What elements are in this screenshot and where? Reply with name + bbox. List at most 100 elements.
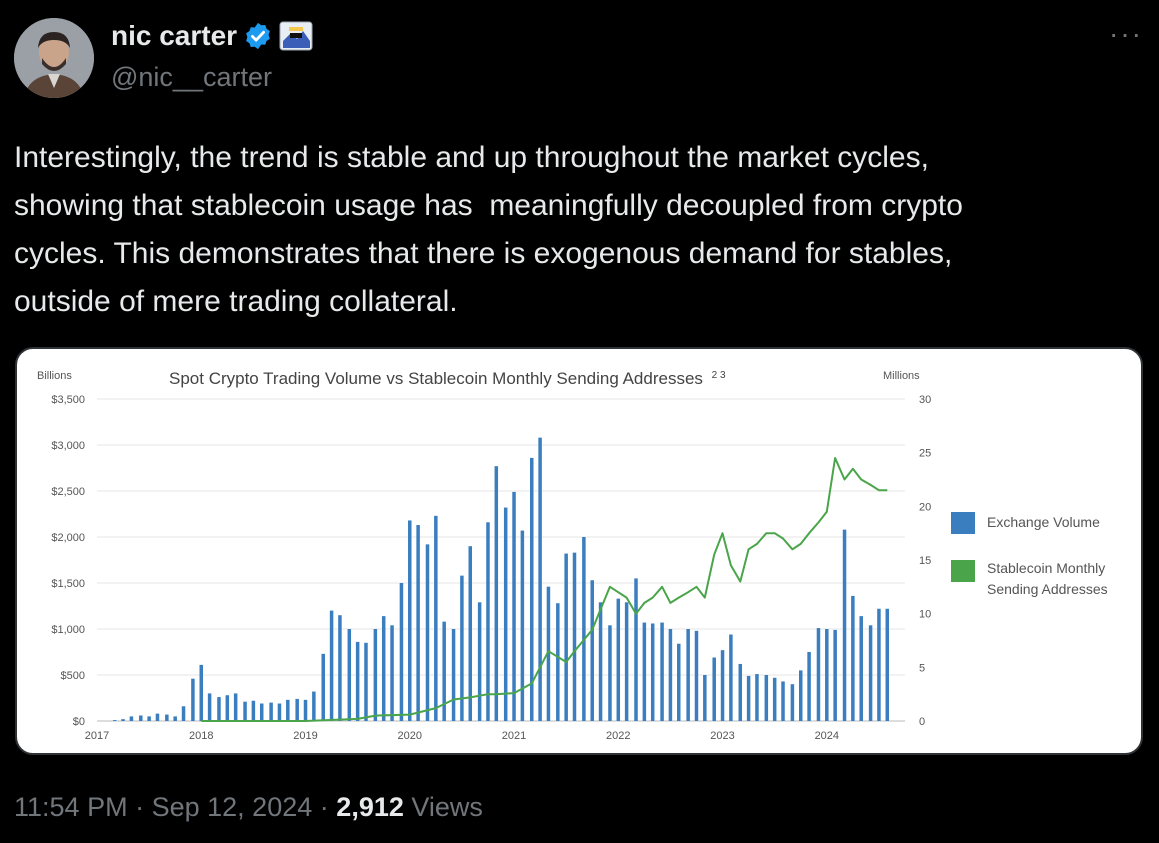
x-tick-label: 2022 (606, 730, 630, 742)
legend: Exchange Volume Stablecoin Monthly Sendi… (951, 512, 1109, 597)
volume-bar (112, 720, 117, 721)
left-tick-label: $1,500 (51, 578, 85, 590)
left-tick-label: $500 (61, 670, 85, 682)
volume-bar (530, 457, 534, 721)
volume-bar (624, 602, 629, 721)
volume-bar (660, 622, 664, 721)
x-tick-label: 2018 (189, 730, 213, 742)
volume-bar (686, 629, 690, 721)
right-tick-label: 25 (919, 448, 931, 460)
avatar-image (14, 18, 94, 98)
volume-bar (225, 695, 230, 721)
left-tick-label: $2,000 (51, 532, 85, 544)
volume-bar (816, 628, 821, 721)
volume-bar (399, 583, 404, 721)
volume-bar (833, 629, 837, 721)
volume-bar (755, 674, 759, 721)
volume-bar (772, 677, 777, 721)
volume-bar (277, 703, 282, 721)
volume-bar (329, 610, 334, 721)
x-tick-label: 2023 (710, 730, 734, 742)
avatar[interactable] (14, 18, 94, 98)
volume-bar (425, 544, 430, 721)
tweet-time[interactable]: 11:54 PM (14, 792, 128, 822)
volume-bar (538, 437, 542, 721)
volume-bar (390, 625, 394, 721)
volume-bar (825, 629, 829, 721)
chart-image-card[interactable]: Spot Crypto Trading Volume vs Stablecoin… (15, 347, 1143, 755)
volume-bar (173, 716, 177, 721)
author-handle[interactable]: @nic__carter (111, 62, 272, 92)
volume-bar (468, 546, 472, 721)
volume-bar (720, 650, 725, 721)
volume-bar (199, 664, 204, 721)
volume-bar (520, 530, 525, 721)
views-count: 2,912 (336, 792, 404, 822)
volume-bar (546, 586, 551, 721)
volume-bar (851, 595, 855, 721)
volume-bar (677, 643, 681, 721)
right-tick-label: 20 (919, 501, 931, 513)
volume-bar (364, 642, 368, 721)
author-name-row[interactable]: nic carter (111, 20, 313, 52)
left-axis-ticks: $3,500 $3,000 $2,500 $2,000 $1,500 $1,000 $500… (51, 394, 85, 728)
tweet-date[interactable]: Sep 12, 2024 (151, 792, 313, 822)
volume-bar (416, 525, 420, 721)
volume-bar (729, 634, 733, 721)
volume-bar (207, 693, 212, 721)
x-tick-label: 2024 (815, 730, 839, 742)
volume-bar (295, 698, 299, 721)
volume-bar (217, 697, 221, 721)
volume-bar (286, 699, 290, 721)
volume-bar (650, 623, 655, 721)
volume-bar (885, 608, 890, 721)
x-tick-label: 2017 (85, 730, 109, 742)
right-tick-label: 5 (919, 662, 925, 674)
volume-bar (503, 507, 508, 721)
volume-bar (868, 625, 873, 721)
volume-bar (608, 625, 612, 721)
legend-swatch-stablecoin-addresses (951, 560, 975, 582)
left-tick-label: $0 (73, 716, 85, 728)
x-axis-ticks: 2017 2018 2019 2020 2021 2022 2023 2024 (85, 730, 839, 742)
volume-bar (233, 693, 238, 721)
left-tick-label: $3,500 (51, 394, 85, 406)
volume-bar (556, 603, 560, 721)
volume-bar (312, 691, 316, 721)
stablecoin-line-path (201, 457, 888, 722)
author-name[interactable]: nic carter (111, 20, 238, 51)
volume-bar (642, 622, 647, 721)
volume-bar (668, 629, 673, 721)
volume-bar (269, 702, 273, 721)
volume-bar (321, 653, 325, 721)
legend-swatch-exchange-volume (951, 512, 975, 534)
volume-bar (347, 629, 352, 721)
volume-bar (634, 578, 638, 721)
volume-bar (790, 684, 795, 721)
verified-badge-icon (246, 22, 270, 50)
volume-bar (442, 621, 446, 721)
volume-bar (694, 630, 699, 721)
chart-title-superscript: 2 3 (712, 370, 726, 381)
volume-bar (877, 608, 881, 721)
volume-bar (191, 678, 195, 721)
volume-bar (746, 675, 751, 721)
gridlines (97, 398, 905, 722)
volume-bar (859, 616, 863, 721)
chart-svg: Spot Crypto Trading Volume vs Stablecoin… (37, 369, 1109, 742)
volume-bar (590, 580, 594, 721)
volume-bar (408, 520, 412, 721)
volume-bar (259, 703, 264, 721)
volume-bar (842, 529, 847, 721)
volume-bar (251, 700, 256, 721)
x-tick-label: 2021 (502, 730, 526, 742)
chart-title-text: Spot Crypto Trading Volume vs Stablecoin… (169, 369, 703, 388)
volume-bar (165, 714, 169, 721)
volume-bar (738, 663, 743, 721)
left-tick-label: $2,500 (51, 486, 85, 498)
volume-bar (373, 629, 378, 721)
volume-bar (129, 716, 134, 721)
legend-label-stablecoin-addresses: Stablecoin Monthly Sending Addresses (987, 560, 1109, 597)
more-options-button[interactable]: ··· (1109, 18, 1143, 49)
right-tick-label: 0 (919, 716, 925, 728)
